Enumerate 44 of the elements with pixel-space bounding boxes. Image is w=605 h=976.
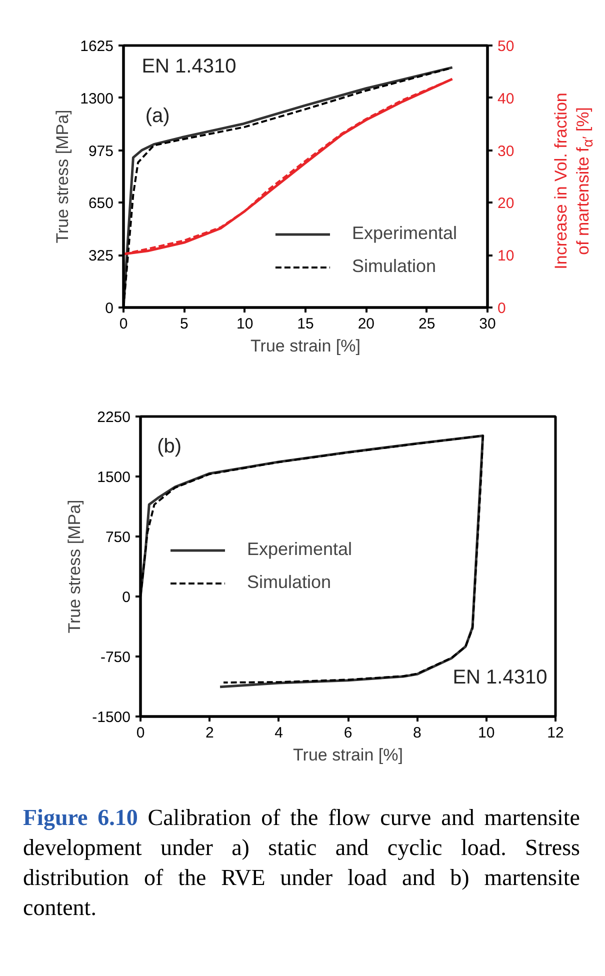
y-tick-label: 750 xyxy=(105,529,131,546)
x-tick-label: 10 xyxy=(236,316,254,332)
x-tick-label: 12 xyxy=(547,724,564,742)
x-tick-label: 4 xyxy=(274,724,284,742)
y-tick-label: -1500 xyxy=(92,709,131,726)
x-tick-label: 8 xyxy=(412,724,422,742)
y-tick-label: 0 xyxy=(122,589,130,606)
annotation: (b) xyxy=(157,436,182,458)
y-tick-label: 1500 xyxy=(97,469,131,486)
y-tick-label: 1625 xyxy=(80,38,114,55)
x-tick-label: 20 xyxy=(358,316,375,332)
y2-tick-label: 20 xyxy=(498,195,514,212)
y-tick-label: 325 xyxy=(88,248,114,265)
annotation: EN 1.4310 xyxy=(142,55,236,78)
y-tick-label: 0 xyxy=(105,300,114,317)
legend-label: Simulation xyxy=(247,572,332,593)
legend-label: Simulation xyxy=(352,256,436,277)
x-axis-title: True strain [%] xyxy=(293,746,403,764)
annotation: (a) xyxy=(145,105,170,128)
x-tick-label: 10 xyxy=(478,724,495,742)
y-tick-label: 650 xyxy=(88,195,114,212)
legend-label: Experimental xyxy=(352,223,457,244)
x-tick-label: 30 xyxy=(479,316,496,332)
annotation: EN 1.4310 xyxy=(452,666,548,688)
y-tick-label: 1300 xyxy=(80,90,114,108)
y2-tick-label: 40 xyxy=(498,90,514,108)
y-tick-label: -750 xyxy=(100,649,131,666)
y-tick-label: 975 xyxy=(88,142,114,160)
x-tick-label: 15 xyxy=(297,316,314,332)
x-tick-label: 0 xyxy=(136,724,145,742)
y2-tick-label: 10 xyxy=(498,248,514,265)
y-axis-title: True stress [MPa] xyxy=(53,110,72,244)
y2-tick-label: 0 xyxy=(498,300,506,317)
x-tick-label: 5 xyxy=(180,316,188,332)
legend-label: Experimental xyxy=(247,539,352,560)
caption: Figure 6.10 xyxy=(23,805,138,830)
x-axis-title: True strain [%] xyxy=(250,336,360,356)
x-tick-label: 6 xyxy=(344,724,352,742)
y2-tick-label: 50 xyxy=(498,38,514,55)
x-tick-label: 25 xyxy=(418,316,436,332)
y-axis-title: True stress [MPa] xyxy=(65,500,84,634)
x-tick-label: 2 xyxy=(205,724,214,742)
y2-tick-label: 30 xyxy=(498,142,514,160)
y-tick-label: 2250 xyxy=(97,409,131,426)
